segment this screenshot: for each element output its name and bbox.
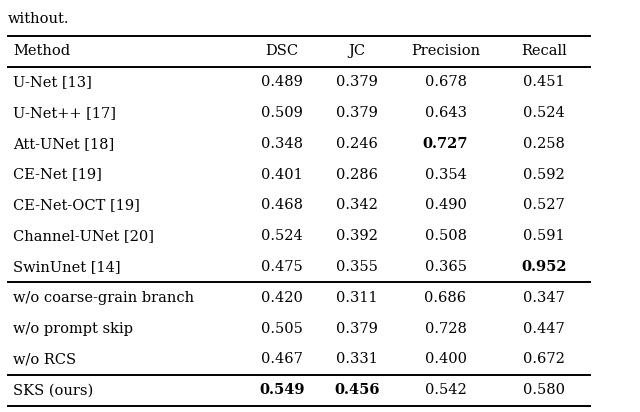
Text: w/o prompt skip: w/o prompt skip (13, 322, 133, 336)
Text: 0.527: 0.527 (523, 199, 565, 213)
Text: CE-Net-OCT [19]: CE-Net-OCT [19] (13, 199, 140, 213)
Text: 0.456: 0.456 (334, 383, 380, 397)
Text: 0.379: 0.379 (336, 106, 378, 120)
Text: 0.728: 0.728 (424, 322, 467, 336)
Text: 0.311: 0.311 (336, 291, 378, 305)
Text: Method: Method (13, 44, 70, 59)
Text: 0.420: 0.420 (261, 291, 303, 305)
Text: 0.592: 0.592 (523, 168, 565, 182)
Text: 0.505: 0.505 (261, 322, 303, 336)
Text: 0.401: 0.401 (261, 168, 303, 182)
Text: 0.490: 0.490 (424, 199, 467, 213)
Text: 0.549: 0.549 (259, 383, 305, 397)
Text: w/o coarse-grain branch: w/o coarse-grain branch (13, 291, 194, 305)
Text: 0.643: 0.643 (424, 106, 467, 120)
Text: U-Net++ [17]: U-Net++ [17] (13, 106, 116, 120)
Text: 0.379: 0.379 (336, 75, 378, 89)
Text: Precision: Precision (411, 44, 480, 59)
Text: 0.354: 0.354 (424, 168, 467, 182)
Text: 0.400: 0.400 (424, 352, 467, 366)
Text: 0.347: 0.347 (523, 291, 565, 305)
Text: w/o RCS: w/o RCS (13, 352, 76, 366)
Text: 0.678: 0.678 (424, 75, 467, 89)
Text: without.: without. (8, 12, 70, 26)
Text: JC: JC (348, 44, 365, 59)
Text: 0.672: 0.672 (523, 352, 565, 366)
Text: 0.475: 0.475 (261, 260, 303, 274)
Text: 0.509: 0.509 (261, 106, 303, 120)
Text: 0.489: 0.489 (261, 75, 303, 89)
Text: 0.686: 0.686 (424, 291, 467, 305)
Text: 0.580: 0.580 (523, 383, 565, 397)
Text: 0.355: 0.355 (336, 260, 378, 274)
Text: 0.342: 0.342 (336, 199, 378, 213)
Text: 0.508: 0.508 (424, 229, 467, 243)
Text: 0.365: 0.365 (424, 260, 467, 274)
Text: Recall: Recall (521, 44, 567, 59)
Text: Att-UNet [18]: Att-UNet [18] (13, 137, 115, 151)
Text: 0.451: 0.451 (523, 75, 565, 89)
Text: 0.246: 0.246 (336, 137, 378, 151)
Text: 0.348: 0.348 (261, 137, 303, 151)
Text: 0.447: 0.447 (523, 322, 565, 336)
Text: 0.379: 0.379 (336, 322, 378, 336)
Text: 0.591: 0.591 (523, 229, 565, 243)
Text: 0.392: 0.392 (336, 229, 378, 243)
Text: 0.286: 0.286 (336, 168, 378, 182)
Text: 0.524: 0.524 (523, 106, 565, 120)
Text: 0.258: 0.258 (523, 137, 565, 151)
Text: CE-Net [19]: CE-Net [19] (13, 168, 102, 182)
Text: 0.468: 0.468 (261, 199, 303, 213)
Text: 0.467: 0.467 (261, 352, 303, 366)
Text: 0.542: 0.542 (424, 383, 467, 397)
Text: SwinUnet [14]: SwinUnet [14] (13, 260, 120, 274)
Text: U-Net [13]: U-Net [13] (13, 75, 92, 89)
Text: SKS (ours): SKS (ours) (13, 383, 93, 397)
Text: 0.331: 0.331 (336, 352, 378, 366)
Text: 0.727: 0.727 (423, 137, 468, 151)
Text: 0.524: 0.524 (261, 229, 303, 243)
Text: DSC: DSC (266, 44, 299, 59)
Text: 0.952: 0.952 (521, 260, 567, 274)
Text: Channel-UNet [20]: Channel-UNet [20] (13, 229, 154, 243)
